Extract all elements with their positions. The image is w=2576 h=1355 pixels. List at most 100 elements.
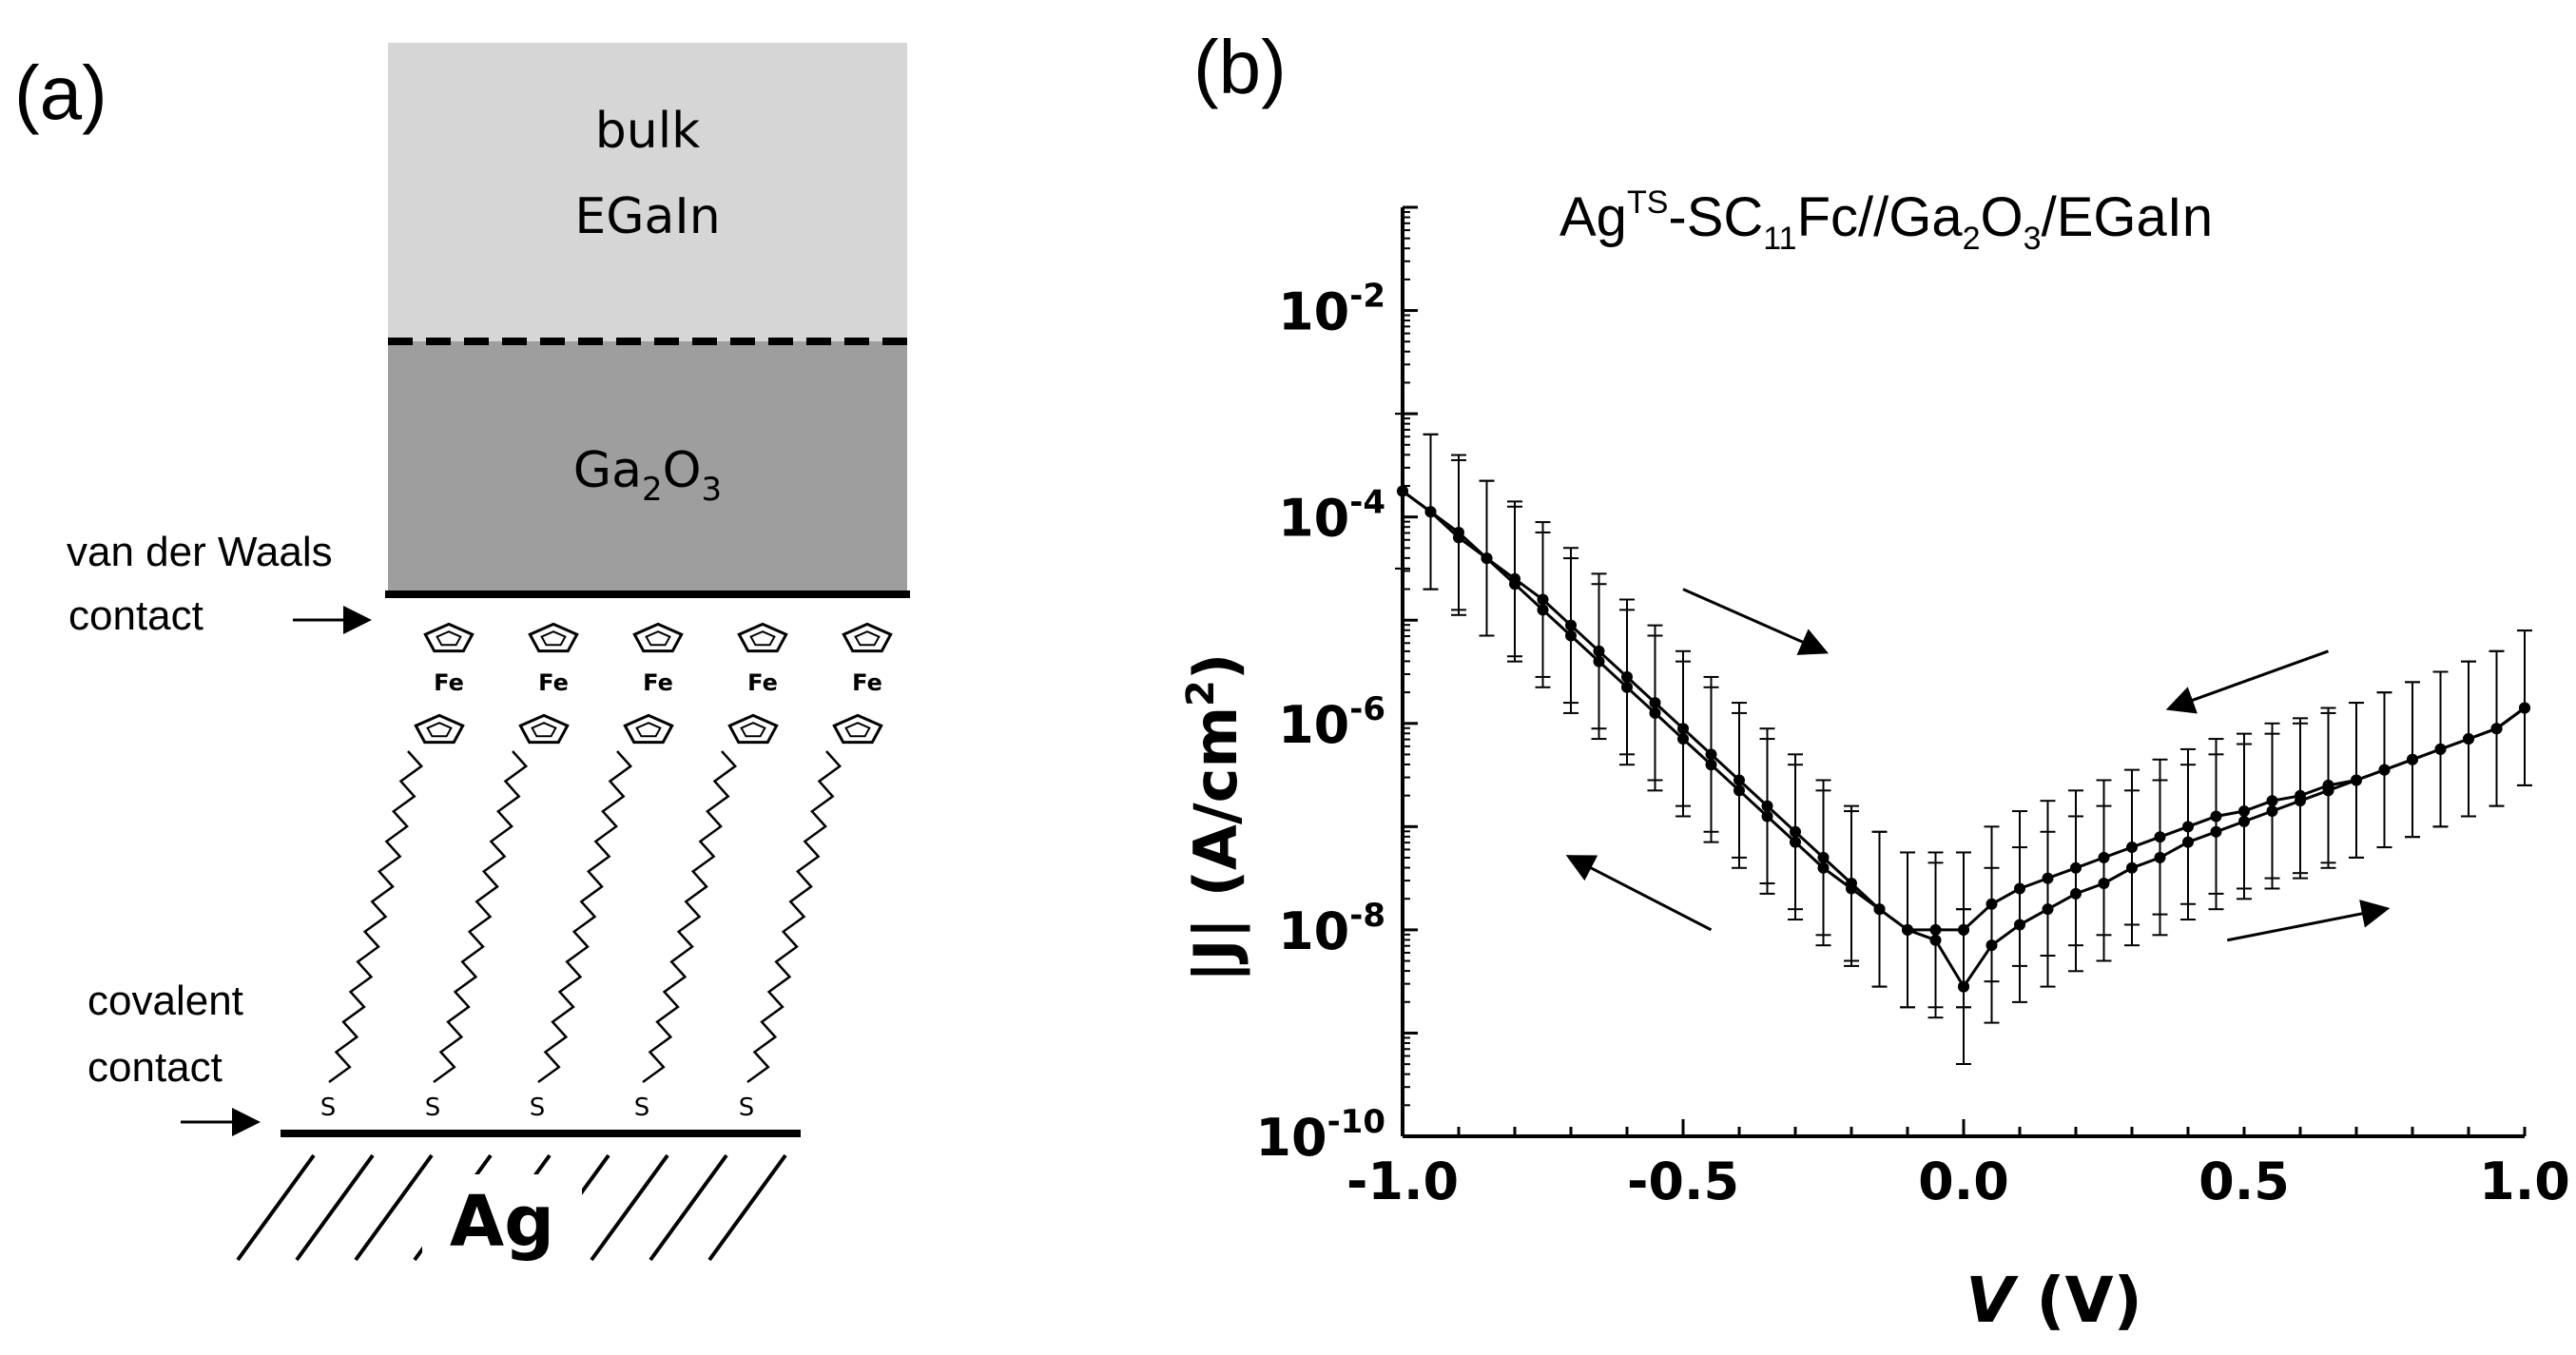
vdw-contact-label-line1: van der Waals (67, 529, 333, 575)
hatch-line (354, 1153, 434, 1262)
x-tick-label: 0.0 (1918, 1152, 2009, 1211)
cp-ring-bottom-inner (740, 722, 766, 738)
data-point (1621, 670, 1633, 683)
hatch-line (707, 1153, 787, 1262)
data-point (2266, 795, 2278, 807)
s-label: S (530, 1094, 546, 1122)
fe-label: Fe (434, 669, 464, 696)
cp-ring-top (632, 622, 684, 653)
cp-ring-bottom (518, 713, 570, 745)
sweep-arrow (1682, 588, 1829, 655)
data-point (1593, 645, 1605, 657)
data-point (1985, 898, 1998, 910)
data-point (2182, 821, 2194, 833)
ag-substrate-label: Ag (450, 1181, 554, 1263)
chart-title: AgTS-SC11Fc//Ga2O3/EGaIn (1559, 184, 2213, 257)
x-tick-label: -0.5 (1627, 1152, 1739, 1211)
data-point (2210, 810, 2222, 823)
data-point (1761, 800, 1773, 812)
bulk-label: bulk (595, 103, 701, 160)
data-point (2463, 733, 2474, 745)
y-tick-label: 10-6 (1278, 690, 1385, 755)
panel-a-label: (a) (14, 50, 107, 135)
data-point (2070, 861, 2082, 874)
cp-ring-bottom (832, 713, 883, 745)
data-point (1453, 526, 1464, 538)
y-tick-label: 10-4 (1278, 484, 1385, 549)
data-point (1817, 851, 1830, 863)
sweep-arrow (2165, 649, 2330, 714)
data-point (1593, 655, 1605, 668)
x-axis-label: V (V) (1966, 1264, 2141, 1337)
vdw-contact-label-line2: contact (68, 592, 203, 639)
sweep-arrow (1565, 855, 1713, 932)
data-point (2014, 919, 2025, 931)
cp-ring-top-inner (854, 630, 881, 647)
ferrocene-molecule: Fe S (320, 622, 475, 1122)
data-point (2238, 815, 2250, 827)
cp-ring-top (737, 622, 788, 653)
data-point (1733, 784, 1745, 797)
data-point (1873, 903, 1886, 916)
alkyl-chain (537, 750, 633, 1084)
alkyl-chain (642, 750, 738, 1084)
cp-ring-bottom (623, 713, 674, 745)
data-point (1733, 774, 1745, 786)
cp-ring-bottom-inner (844, 722, 871, 738)
cp-ring-top (423, 622, 475, 653)
data-point (1677, 733, 1689, 745)
data-point (2490, 723, 2503, 735)
data-point (2154, 851, 2166, 863)
data-point (2378, 764, 2391, 776)
data-point (1565, 629, 1577, 642)
hatch-line (590, 1153, 669, 1262)
s-label: S (739, 1094, 755, 1122)
data-point (2098, 878, 2110, 890)
cp-ring-top-inner (540, 630, 567, 647)
data-point (1958, 980, 1969, 993)
ag-label-bg (422, 1174, 582, 1262)
data-point (2519, 702, 2530, 714)
data-point (1790, 825, 1801, 838)
ferrocene-molecule: Fe S (634, 622, 788, 1122)
cp-ring-bottom (727, 713, 779, 745)
ga2o3-label: Ga2O3 (573, 442, 722, 509)
sweep-arrows (1565, 588, 2391, 942)
data-point (1929, 923, 1942, 936)
y-tick-label: 10-2 (1278, 278, 1385, 342)
data-point (1649, 697, 1661, 709)
ga2o3-layer (388, 341, 907, 592)
data-point (2126, 861, 2138, 874)
data-point (2042, 903, 2054, 916)
data-point (1649, 707, 1661, 719)
data-point (2238, 805, 2250, 818)
s-label: S (320, 1094, 337, 1122)
data-point (2407, 753, 2418, 765)
data-point (2182, 836, 2194, 848)
error-bars (1395, 413, 2532, 1066)
cp-ring-bottom-inner (531, 722, 557, 738)
alkyl-chain (433, 750, 529, 1084)
data-point (1424, 506, 1437, 518)
fe-label: Fe (643, 669, 673, 696)
alkyl-chain (746, 750, 843, 1084)
ferrocene-molecule: Fe S (739, 622, 893, 1122)
chart-series (1397, 485, 2530, 993)
data-point (2210, 825, 2222, 838)
data-point (1985, 939, 1998, 952)
x-tick-label: 1.0 (2479, 1152, 2570, 1211)
s-label: S (634, 1094, 650, 1122)
covalent-contact-label-line2: contact (87, 1044, 223, 1091)
y-axis-label: |J| (A/cm2) (1179, 653, 1251, 982)
cp-ring-bottom-inner (635, 722, 662, 738)
cp-ring-top-inner (645, 630, 671, 647)
panel-b-label: (b) (1193, 25, 1287, 109)
data-point (2014, 882, 2025, 895)
covalent-contact-label-line1: covalent (87, 978, 243, 1024)
data-point (2098, 851, 2110, 863)
data-point (1509, 578, 1520, 590)
data-point (1902, 923, 1913, 936)
data-point (2434, 743, 2447, 755)
data-point (1565, 619, 1577, 631)
